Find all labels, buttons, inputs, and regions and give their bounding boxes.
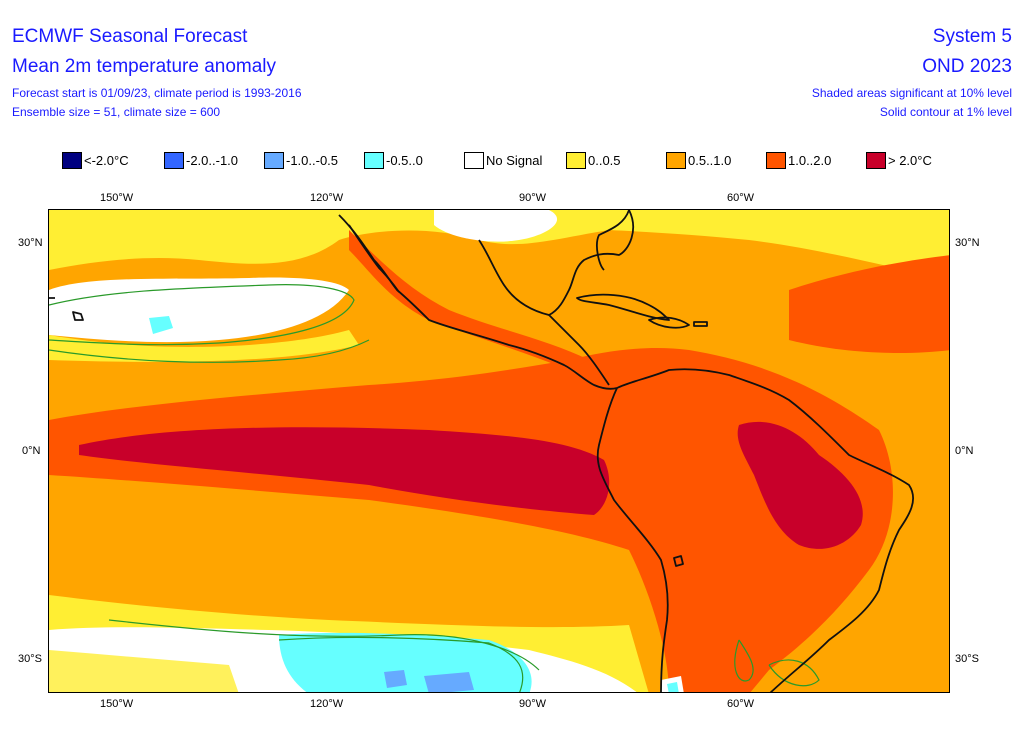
legend-swatch <box>264 152 284 169</box>
legend-label: -2.0..-1.0 <box>186 153 239 168</box>
lat-tick-right: 30°S <box>955 653 979 665</box>
legend-label: > 2.0°C <box>888 153 932 168</box>
significance-shaded: Shaded areas significant at 10% level <box>811 86 1012 100</box>
legend-item: 0..0.5 <box>566 152 621 169</box>
shade-region <box>667 682 679 692</box>
shade-region <box>49 650 239 692</box>
legend-item: <-2.0°C <box>62 152 129 169</box>
forecast-info: Forecast start is 01/09/23, climate peri… <box>12 86 302 100</box>
lat-tick-right: 0°N <box>955 445 974 457</box>
shade-region <box>149 316 173 334</box>
shade-region <box>737 421 863 549</box>
lat-tick-right: 30°N <box>955 237 980 249</box>
legend-swatch <box>464 152 484 169</box>
lat-tick-left: 0°N <box>22 445 41 457</box>
system-label: System 5 <box>932 26 1012 47</box>
legend-label: No Signal <box>486 153 543 168</box>
shade-region <box>349 230 589 370</box>
legend-label: 0..0.5 <box>588 153 621 168</box>
shade-region <box>49 277 349 343</box>
significance-contour: Solid contour at 1% level <box>879 105 1012 119</box>
legend-label: 1.0..2.0 <box>788 153 832 168</box>
ensemble-info: Ensemble size = 51, climate size = 600 <box>12 105 221 119</box>
legend-item: -0.5..0 <box>364 152 423 169</box>
lon-tick-bottom: 120°W <box>310 698 344 710</box>
legend-swatch <box>566 152 586 169</box>
lon-tick-top: 150°W <box>100 192 134 204</box>
anomaly-map <box>48 209 950 693</box>
lat-tick-left: 30°S <box>18 653 42 665</box>
lon-tick-top: 60°W <box>727 192 755 204</box>
legend-item: 0.5..1.0 <box>666 152 731 169</box>
period-label: OND 2023 <box>922 56 1012 77</box>
legend-label: 0.5..1.0 <box>688 153 732 168</box>
lon-tick-bottom: 60°W <box>727 698 755 710</box>
legend-item: 1.0..2.0 <box>766 152 831 169</box>
legend-label: <-2.0°C <box>84 153 129 168</box>
lat-tick-left: 30°N <box>18 237 43 249</box>
page-subtitle: Mean 2m temperature anomaly <box>12 56 277 77</box>
legend-swatch <box>666 152 686 169</box>
lon-tick-top: 90°W <box>519 192 547 204</box>
legend-item: > 2.0°C <box>866 152 932 169</box>
legend-label: -0.5..0 <box>386 153 423 168</box>
shade-region <box>49 210 949 280</box>
legend-swatch <box>164 152 184 169</box>
lon-tick-bottom: 90°W <box>519 698 547 710</box>
significance-contour <box>49 284 820 692</box>
legend-label: -1.0..-0.5 <box>286 153 339 168</box>
legend-swatch <box>866 152 886 169</box>
shade-region <box>79 427 610 515</box>
shade-region <box>424 672 474 692</box>
anomaly-map-svg <box>49 210 949 692</box>
coastline <box>49 210 914 692</box>
shade-region <box>49 330 359 362</box>
legend-item: No Signal <box>464 152 542 169</box>
lon-tick-bottom: 150°W <box>100 698 134 710</box>
legend-swatch <box>766 152 786 169</box>
legend-swatch <box>364 152 384 169</box>
legend: <-2.0°C -2.0..-1.0 -1.0..-0.5 -0.5..0 No… <box>0 152 1024 172</box>
lon-tick-top: 120°W <box>310 192 344 204</box>
legend-swatch <box>62 152 82 169</box>
legend-item: -2.0..-1.0 <box>164 152 238 169</box>
shade-region <box>434 210 558 242</box>
shade-region <box>384 670 407 688</box>
shade-region <box>789 255 949 353</box>
legend-item: -1.0..-0.5 <box>264 152 338 169</box>
page-title: ECMWF Seasonal Forecast <box>12 26 248 47</box>
